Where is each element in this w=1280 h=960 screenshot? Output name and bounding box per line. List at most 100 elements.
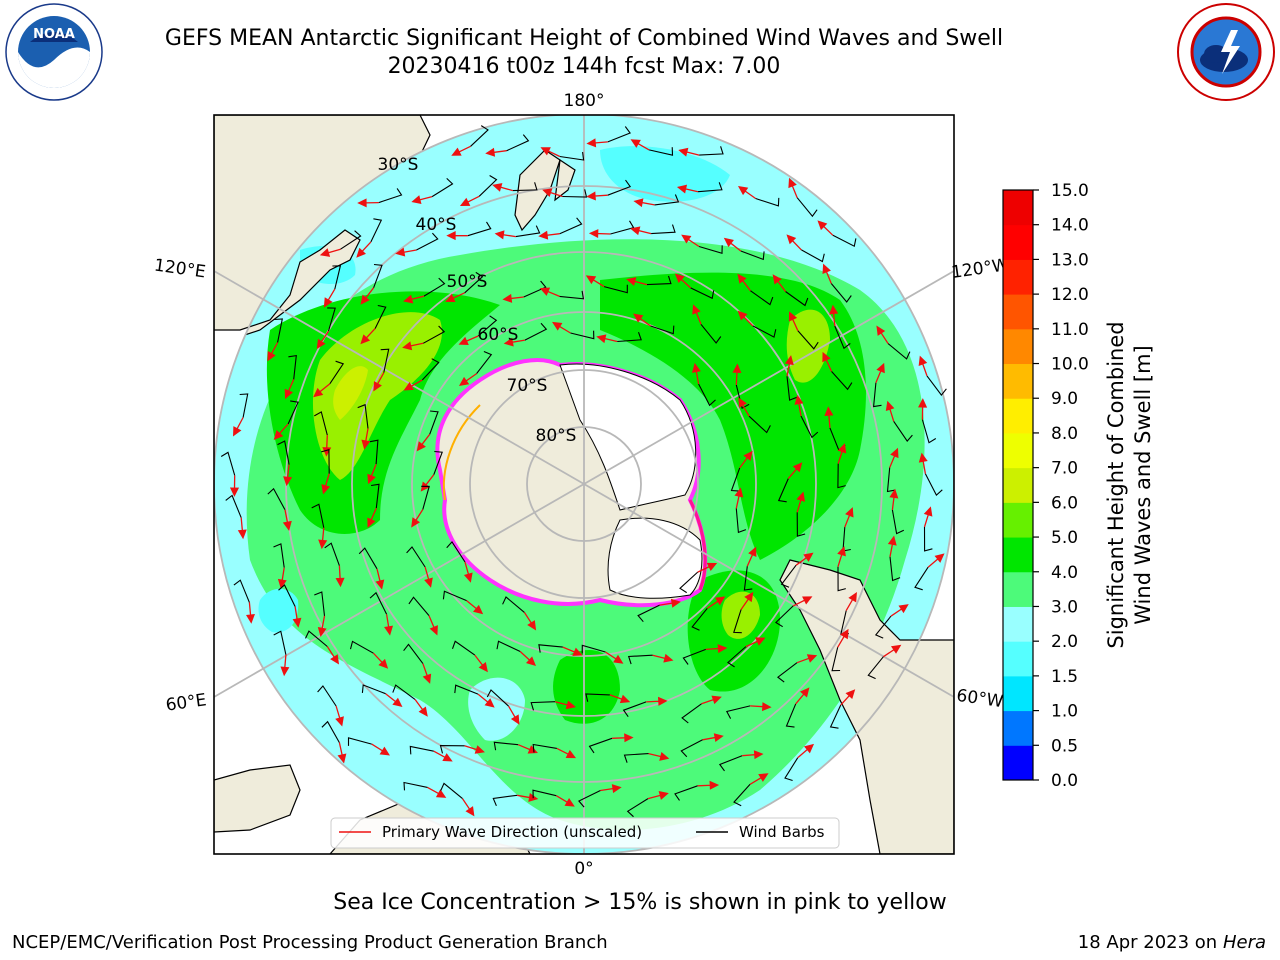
colorbar-frame (1002, 189, 1034, 781)
wave-direction-arrow (316, 330, 330, 350)
colorbar-tick-label: 1.0 (1051, 702, 1078, 722)
colorbar-title-line1: Significant Height of Combined (1104, 321, 1128, 648)
meridian-label-0: 0° (574, 859, 593, 879)
wave-direction-arrow (433, 750, 453, 762)
meridian-label-60w: 60°W (955, 686, 1004, 712)
wave-direction-arrow (428, 615, 438, 636)
wave-direction-arrow (885, 400, 895, 422)
wave-direction-arrow (674, 273, 692, 289)
wave-direction-arrow (681, 234, 700, 248)
wind-barb (278, 584, 296, 607)
wind-barb (697, 182, 723, 193)
wind-barb (654, 194, 680, 206)
wave-direction-arrow (282, 509, 292, 531)
footer-date-text: 18 Apr 2023 on (1077, 932, 1223, 953)
wind-barb (785, 291, 809, 307)
wind-barb (603, 284, 628, 294)
wave-direction-arrow (918, 452, 928, 474)
wind-barb (403, 781, 428, 791)
wind-barb (493, 741, 519, 751)
wind-barb (623, 753, 649, 763)
wind-barb (735, 384, 750, 410)
wind-barb (314, 411, 328, 436)
graticule (214, 115, 954, 854)
wave-direction-arrow (697, 780, 720, 790)
colorbar-segment (1003, 537, 1033, 573)
wind-barb (755, 197, 780, 207)
wind-barb (378, 188, 403, 204)
wind-barb (834, 325, 851, 350)
wind-barb (532, 743, 557, 753)
wave-direction-arrow (737, 186, 756, 200)
wave-direction-arrow (784, 355, 794, 377)
wave-direction-arrow (875, 362, 885, 383)
wind-barb (752, 325, 777, 338)
colorbar-title-line2: Wind Waves and Swell [m] (1131, 345, 1155, 625)
wave-direction-arrow (792, 596, 813, 607)
wave-direction-arrow (375, 568, 385, 590)
wind-barb (698, 245, 723, 255)
wind-barb (743, 566, 753, 591)
wind-barb (317, 685, 337, 707)
colorbar-segment (1003, 571, 1033, 607)
colorbar-tick-label: 9.0 (1051, 389, 1078, 409)
wind-barb (886, 467, 896, 493)
wave-direction-arrow (313, 383, 331, 398)
wave-direction-arrow (794, 394, 804, 417)
wind-barb (588, 737, 613, 754)
sea-ice-edge (442, 404, 481, 501)
wind-barb (442, 590, 467, 602)
chart-title: GEFS MEAN Antarctic Significant Height o… (164, 26, 1004, 51)
wave-direction-arrow (416, 433, 431, 452)
wind-barb (750, 290, 774, 306)
wave-direction-arrow (600, 784, 622, 794)
wind-barb (305, 630, 328, 647)
wind-barb (274, 318, 283, 343)
wind-barb (837, 463, 846, 489)
wave-direction-arrow (519, 651, 537, 667)
wind-barb (617, 332, 642, 343)
wind-barb (530, 701, 556, 711)
wave-direction-arrow (630, 139, 650, 151)
wave-direction-arrow (648, 752, 670, 761)
wind-barb (288, 354, 297, 380)
wave-direction-arrow (424, 566, 433, 588)
svg-text:NOAA: NOAA (33, 27, 75, 42)
wave-direction-arrow (411, 509, 424, 528)
wind-barb (627, 654, 653, 665)
wind-barb (311, 503, 325, 528)
wind-barb (380, 348, 390, 373)
wave-direction-arrow (326, 646, 340, 665)
wind-barb (406, 546, 426, 568)
wind-barb (329, 360, 345, 385)
wave-direction-arrow (540, 147, 561, 158)
colorbar-segment (1003, 432, 1033, 469)
wave-direction-arrow (796, 654, 818, 664)
noaa-logo: NOAA (5, 3, 103, 101)
wave-direction-arrow (367, 507, 377, 528)
colorbar-segment (1003, 294, 1033, 330)
legend-wave-label: Primary Wave Direction (unscaled) (382, 823, 642, 841)
wind-barb (358, 547, 378, 570)
wave-direction-arrow (837, 628, 849, 648)
wind-barb (837, 566, 846, 592)
wave-direction-arrow (822, 351, 833, 372)
chart-subtitle: 20230416 t00z 144h fcst Max: 7.00 (387, 54, 781, 79)
wave-direction-arrow (918, 355, 928, 377)
wind-barb (515, 225, 541, 238)
wave-direction-arrow (403, 379, 423, 391)
wave-direction-arrow (745, 637, 766, 648)
wave-direction-arrow (647, 791, 669, 800)
wave-direction-arrow (503, 337, 526, 347)
wind-barb (502, 596, 525, 613)
wind-barb (718, 755, 743, 772)
wind-barb (267, 487, 286, 511)
wind-barb (439, 745, 465, 754)
colorbar-tick-label: 2.0 (1051, 632, 1078, 652)
wind-barb (373, 263, 383, 288)
wave-direction-arrow (738, 397, 750, 417)
wind-barb (926, 375, 947, 397)
wave-direction-arrow (889, 447, 899, 468)
wave-direction-arrow (659, 598, 681, 608)
wave-direction-arrow (829, 304, 839, 327)
